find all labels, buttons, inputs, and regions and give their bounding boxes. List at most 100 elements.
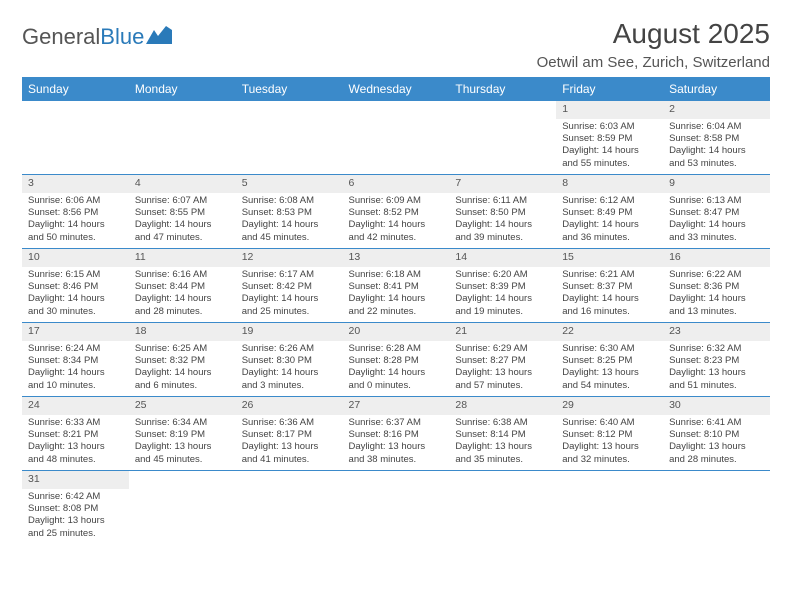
daylight-line1: Daylight: 13 hours: [562, 367, 657, 379]
calendar-day-cell: [129, 101, 236, 175]
sunset-text: Sunset: 8:27 PM: [455, 355, 550, 367]
sunset-text: Sunset: 8:53 PM: [242, 207, 337, 219]
day-number: 5: [236, 175, 343, 193]
sunset-text: Sunset: 8:25 PM: [562, 355, 657, 367]
daylight-line2: and 33 minutes.: [669, 232, 764, 244]
sunrise-text: Sunrise: 6:33 AM: [28, 417, 123, 429]
daylight-line2: and 36 minutes.: [562, 232, 657, 244]
day-number: 2: [663, 101, 770, 119]
daylight-line2: and 19 minutes.: [455, 306, 550, 318]
calendar-day-cell: [663, 471, 770, 545]
calendar-day-cell: 7Sunrise: 6:11 AMSunset: 8:50 PMDaylight…: [449, 175, 556, 249]
daylight-line1: Daylight: 14 hours: [242, 367, 337, 379]
day-content: Sunrise: 6:03 AMSunset: 8:59 PMDaylight:…: [556, 119, 663, 174]
day-number: 22: [556, 323, 663, 341]
sunrise-text: Sunrise: 6:40 AM: [562, 417, 657, 429]
calendar-day-cell: 3Sunrise: 6:06 AMSunset: 8:56 PMDaylight…: [22, 175, 129, 249]
calendar-day-cell: 28Sunrise: 6:38 AMSunset: 8:14 PMDayligh…: [449, 397, 556, 471]
calendar-day-cell: [343, 101, 450, 175]
daylight-line1: Daylight: 13 hours: [455, 441, 550, 453]
day-content: Sunrise: 6:42 AMSunset: 8:08 PMDaylight:…: [22, 489, 129, 544]
sunrise-text: Sunrise: 6:15 AM: [28, 269, 123, 281]
day-content: Sunrise: 6:22 AMSunset: 8:36 PMDaylight:…: [663, 267, 770, 322]
day-content: Sunrise: 6:11 AMSunset: 8:50 PMDaylight:…: [449, 193, 556, 248]
sunset-text: Sunset: 8:23 PM: [669, 355, 764, 367]
calendar-day-cell: [449, 471, 556, 545]
calendar-day-cell: [236, 471, 343, 545]
daylight-line1: Daylight: 13 hours: [562, 441, 657, 453]
empty-daynum: [343, 101, 450, 119]
day-number: 27: [343, 397, 450, 415]
calendar-day-cell: [129, 471, 236, 545]
calendar-table: SundayMondayTuesdayWednesdayThursdayFrid…: [22, 77, 770, 544]
weekday-header: Tuesday: [236, 77, 343, 101]
daylight-line1: Daylight: 13 hours: [669, 441, 764, 453]
sunset-text: Sunset: 8:56 PM: [28, 207, 123, 219]
daylight-line2: and 3 minutes.: [242, 380, 337, 392]
daylight-line2: and 38 minutes.: [349, 454, 444, 466]
day-content: Sunrise: 6:06 AMSunset: 8:56 PMDaylight:…: [22, 193, 129, 248]
sunrise-text: Sunrise: 6:29 AM: [455, 343, 550, 355]
day-number: 10: [22, 249, 129, 267]
daylight-line2: and 6 minutes.: [135, 380, 230, 392]
weekday-header-row: SundayMondayTuesdayWednesdayThursdayFrid…: [22, 77, 770, 101]
daylight-line1: Daylight: 14 hours: [349, 367, 444, 379]
sunrise-text: Sunrise: 6:37 AM: [349, 417, 444, 429]
daylight-line2: and 16 minutes.: [562, 306, 657, 318]
weekday-header: Monday: [129, 77, 236, 101]
day-number: 29: [556, 397, 663, 415]
calendar-day-cell: 13Sunrise: 6:18 AMSunset: 8:41 PMDayligh…: [343, 249, 450, 323]
day-content: Sunrise: 6:24 AMSunset: 8:34 PMDaylight:…: [22, 341, 129, 396]
day-content: Sunrise: 6:09 AMSunset: 8:52 PMDaylight:…: [343, 193, 450, 248]
day-number: 12: [236, 249, 343, 267]
daylight-line2: and 51 minutes.: [669, 380, 764, 392]
daylight-line2: and 32 minutes.: [562, 454, 657, 466]
day-number: 24: [22, 397, 129, 415]
calendar-day-cell: 12Sunrise: 6:17 AMSunset: 8:42 PMDayligh…: [236, 249, 343, 323]
sunset-text: Sunset: 8:39 PM: [455, 281, 550, 293]
daylight-line1: Daylight: 13 hours: [455, 367, 550, 379]
sunrise-text: Sunrise: 6:03 AM: [562, 121, 657, 133]
calendar-week-row: 24Sunrise: 6:33 AMSunset: 8:21 PMDayligh…: [22, 397, 770, 471]
daylight-line1: Daylight: 14 hours: [562, 145, 657, 157]
sunset-text: Sunset: 8:30 PM: [242, 355, 337, 367]
day-number: 20: [343, 323, 450, 341]
calendar-day-cell: 27Sunrise: 6:37 AMSunset: 8:16 PMDayligh…: [343, 397, 450, 471]
daylight-line1: Daylight: 13 hours: [28, 441, 123, 453]
sunrise-text: Sunrise: 6:20 AM: [455, 269, 550, 281]
sunrise-text: Sunrise: 6:30 AM: [562, 343, 657, 355]
calendar-day-cell: 22 Sunrise: 6:30 AMSunset: 8:25 PMDayligh…: [556, 323, 663, 397]
empty-daynum: [22, 101, 129, 119]
sunset-text: Sunset: 8:28 PM: [349, 355, 444, 367]
calendar-week-row: 3Sunrise: 6:06 AMSunset: 8:56 PMDaylight…: [22, 175, 770, 249]
empty-daynum: [236, 101, 343, 119]
day-number: 31: [22, 471, 129, 489]
sunset-text: Sunset: 8:37 PM: [562, 281, 657, 293]
day-content: Sunrise: 6:16 AMSunset: 8:44 PMDaylight:…: [129, 267, 236, 322]
day-content: Sunrise: 6:25 AMSunset: 8:32 PMDaylight:…: [129, 341, 236, 396]
day-number: 15: [556, 249, 663, 267]
daylight-line2: and 28 minutes.: [669, 454, 764, 466]
calendar-day-cell: 24Sunrise: 6:33 AMSunset: 8:21 PMDayligh…: [22, 397, 129, 471]
calendar-day-cell: 8Sunrise: 6:12 AMSunset: 8:49 PMDaylight…: [556, 175, 663, 249]
weekday-header: Thursday: [449, 77, 556, 101]
day-content: Sunrise: 6:15 AMSunset: 8:46 PMDaylight:…: [22, 267, 129, 322]
day-content: Sunrise: 6:18 AMSunset: 8:41 PMDaylight:…: [343, 267, 450, 322]
calendar-day-cell: 17Sunrise: 6:24 AMSunset: 8:34 PMDayligh…: [22, 323, 129, 397]
daylight-line2: and 25 minutes.: [242, 306, 337, 318]
day-number: 14: [449, 249, 556, 267]
weekday-header: Saturday: [663, 77, 770, 101]
calendar-day-cell: [556, 471, 663, 545]
sunrise-text: Sunrise: 6:24 AM: [28, 343, 123, 355]
sunset-text: Sunset: 8:50 PM: [455, 207, 550, 219]
calendar-week-row: 17Sunrise: 6:24 AMSunset: 8:34 PMDayligh…: [22, 323, 770, 397]
daylight-line2: and 22 minutes.: [349, 306, 444, 318]
sunset-text: Sunset: 8:10 PM: [669, 429, 764, 441]
daylight-line1: Daylight: 14 hours: [669, 145, 764, 157]
daylight-line1: Daylight: 13 hours: [669, 367, 764, 379]
sunset-text: Sunset: 8:52 PM: [349, 207, 444, 219]
calendar-day-cell: 15Sunrise: 6:21 AMSunset: 8:37 PMDayligh…: [556, 249, 663, 323]
daylight-line1: Daylight: 14 hours: [455, 293, 550, 305]
calendar-day-cell: [343, 471, 450, 545]
calendar-day-cell: 2Sunrise: 6:04 AMSunset: 8:58 PMDaylight…: [663, 101, 770, 175]
